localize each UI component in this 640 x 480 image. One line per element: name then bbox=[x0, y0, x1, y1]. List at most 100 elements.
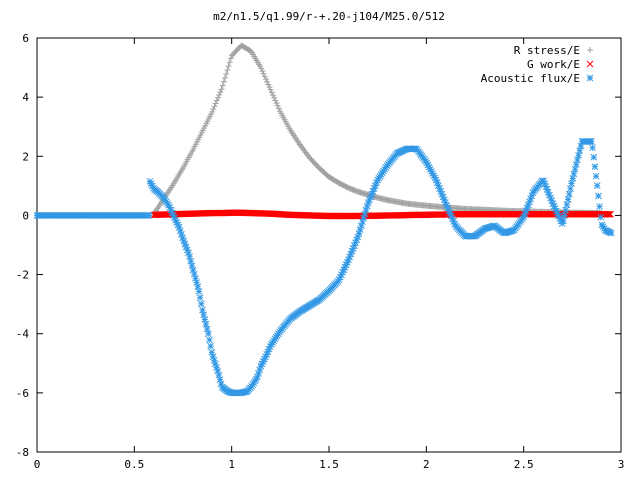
data-point bbox=[176, 227, 184, 235]
y-tick-label: -4 bbox=[16, 328, 30, 341]
data-point bbox=[607, 210, 614, 218]
data-point bbox=[568, 180, 575, 187]
data-point bbox=[258, 65, 265, 72]
data-point bbox=[592, 172, 600, 180]
data-point bbox=[593, 182, 601, 190]
data-point bbox=[266, 84, 273, 91]
plot-frame bbox=[36, 37, 622, 453]
data-point bbox=[336, 273, 344, 281]
data-point bbox=[209, 108, 216, 115]
data-point bbox=[575, 151, 582, 159]
data-point bbox=[359, 218, 366, 226]
data-point bbox=[356, 226, 364, 233]
y-tick-label: -8 bbox=[16, 446, 29, 459]
data-point bbox=[564, 196, 572, 203]
x-tick-label: 1.5 bbox=[319, 458, 339, 471]
data-point bbox=[439, 193, 447, 201]
data-point bbox=[357, 222, 365, 230]
data-point bbox=[193, 279, 200, 286]
data-point bbox=[597, 213, 605, 221]
x-tick-label: 2.5 bbox=[514, 458, 534, 471]
data-point bbox=[271, 94, 278, 101]
data-point bbox=[563, 201, 571, 209]
data-point bbox=[216, 376, 224, 383]
axis-ticks: 0 0.5 1 1.5 2 2.5 3 -8 -6 -4 -2 0 2 4 6 bbox=[16, 32, 625, 471]
data-point bbox=[185, 249, 192, 257]
data-point bbox=[216, 91, 223, 98]
data-point bbox=[605, 210, 613, 218]
y-tick-label: 6 bbox=[22, 32, 29, 45]
x-tick-label: 2 bbox=[423, 458, 430, 471]
data-point bbox=[219, 82, 226, 89]
data-point bbox=[215, 371, 223, 379]
data-point bbox=[224, 67, 231, 74]
data-point bbox=[208, 348, 216, 356]
data-point bbox=[268, 89, 275, 96]
legend-label: R stress/E bbox=[514, 44, 580, 57]
data-point bbox=[259, 68, 266, 75]
data-point bbox=[569, 175, 577, 182]
data-point bbox=[192, 274, 199, 282]
data-point bbox=[195, 288, 203, 295]
data-point bbox=[576, 147, 584, 155]
x-tick-label: 3 bbox=[618, 458, 625, 471]
data-point bbox=[571, 165, 579, 173]
data-point bbox=[607, 229, 615, 237]
data-point bbox=[186, 253, 193, 261]
data-point bbox=[264, 78, 271, 85]
y-tick-label: 2 bbox=[22, 150, 29, 163]
x-tick-label: 1 bbox=[228, 458, 235, 471]
data-point bbox=[188, 262, 196, 270]
data-point bbox=[226, 59, 233, 66]
y-tick-label: -6 bbox=[16, 387, 29, 400]
data-point bbox=[562, 206, 570, 214]
data-point bbox=[269, 92, 276, 99]
x-tick-label: 0.5 bbox=[124, 458, 144, 471]
data-point bbox=[222, 74, 229, 81]
data-point bbox=[362, 206, 370, 214]
data-point bbox=[212, 100, 219, 107]
data-point bbox=[211, 103, 218, 110]
data-point bbox=[190, 270, 198, 278]
data-point bbox=[187, 257, 195, 265]
data-point bbox=[273, 100, 280, 107]
data-point bbox=[260, 70, 267, 77]
data-point bbox=[210, 356, 218, 364]
series bbox=[150, 42, 605, 217]
data-point bbox=[574, 156, 581, 164]
data-point bbox=[218, 86, 225, 93]
data-point bbox=[526, 198, 533, 206]
data-point bbox=[214, 367, 222, 375]
data-point bbox=[591, 163, 599, 171]
data-point bbox=[595, 192, 602, 200]
data-point bbox=[355, 230, 363, 237]
data-point bbox=[567, 185, 574, 193]
data-point bbox=[145, 212, 153, 219]
chart-title: m2/n1.5/q1.99/r-+.20-j104/M25.0/512 bbox=[213, 10, 445, 23]
legend-marker bbox=[586, 74, 594, 82]
series bbox=[33, 138, 615, 397]
y-tick-label: -2 bbox=[16, 269, 29, 282]
data-point bbox=[189, 266, 197, 274]
data-point bbox=[220, 78, 227, 85]
data-point bbox=[262, 76, 269, 83]
data-point bbox=[275, 105, 282, 112]
data-point bbox=[207, 342, 214, 350]
data-point bbox=[560, 217, 567, 225]
legend-marker bbox=[587, 47, 593, 53]
data-point bbox=[227, 55, 234, 62]
legend-marker bbox=[586, 60, 594, 68]
data-point bbox=[196, 294, 204, 301]
data-point bbox=[210, 106, 217, 113]
y-tick-label: 4 bbox=[22, 91, 29, 104]
data-point bbox=[267, 86, 274, 93]
data-point bbox=[589, 144, 596, 152]
legend-label: G work/E bbox=[527, 58, 580, 71]
data-point bbox=[361, 210, 369, 218]
data-point bbox=[213, 97, 220, 104]
data-point bbox=[265, 81, 272, 88]
data-point bbox=[604, 210, 612, 218]
legend-label: Acoustic flux/E bbox=[481, 72, 580, 85]
